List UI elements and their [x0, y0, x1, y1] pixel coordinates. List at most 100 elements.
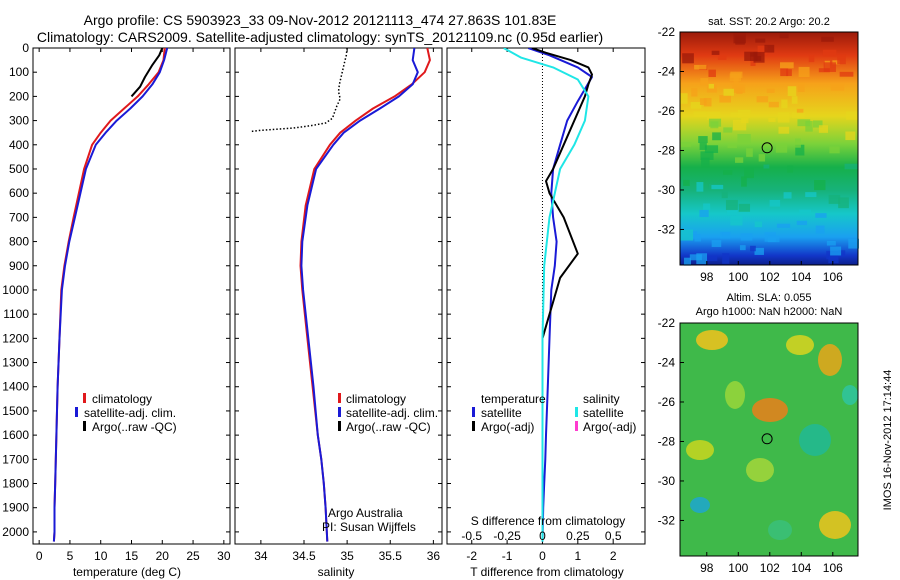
sst-texture-cell [682, 53, 694, 64]
sst-texture-cell [787, 165, 794, 173]
sst-texture-cell [844, 163, 858, 170]
sst-texture-cell [725, 199, 738, 210]
x-tick-label: 20 [156, 549, 170, 563]
sst-texture-cell [701, 157, 710, 168]
sst-texture-cell [698, 136, 708, 143]
depth-tick-label: 800 [9, 235, 29, 249]
sst-texture-cell [683, 257, 692, 266]
credit-pi: PI: Susan Wijffels [322, 520, 416, 534]
legend-swatch-satellite [338, 407, 341, 417]
sst-texture-cell [711, 184, 724, 190]
sst-texture-cell [699, 98, 707, 105]
sst-texture-cell [707, 111, 721, 121]
sst-texture-cell [754, 247, 764, 255]
sst-texture-cell [711, 240, 722, 247]
sst-texture-cell [830, 83, 845, 91]
series-line-satellite-adj-clim- [300, 48, 419, 542]
lat-tick-label: -22 [658, 25, 676, 39]
sla-lat-ticks: -22 -24 -26 -28 -30 -32 [658, 316, 684, 527]
sst-texture-cell [755, 38, 766, 43]
sst-texture-cell [683, 179, 690, 186]
x-tick-label: 15 [125, 549, 139, 563]
sst-texture-cell [750, 56, 756, 66]
sst-texture-cell [837, 54, 846, 65]
sst-texture-cell [731, 84, 746, 93]
legend-label-argo: Argo(..raw -QC) [92, 420, 177, 434]
depth-tick-label: 1700 [2, 452, 29, 466]
legend-swatch-climatology [83, 393, 86, 403]
credit-org: Argo Australia [328, 506, 403, 520]
depth-axis: 0 100 200 300 400 500 600 700 800 900 1000 1100 1200… [2, 41, 645, 539]
sst-texture-cell [763, 164, 770, 169]
sst-texture-cell [733, 32, 746, 44]
sst-texture-cell [723, 88, 734, 96]
sst-texture-cell [786, 69, 792, 77]
sst-texture-cell [822, 49, 837, 57]
legend-swatch-sal-satellite [575, 407, 578, 417]
sst-texture-cell [739, 245, 746, 251]
x-tick-label: 1 [574, 549, 581, 563]
sla-anomaly-patch [768, 520, 792, 540]
lat-tick-label: -32 [658, 222, 676, 236]
s-tick-label: -0.25 [493, 529, 521, 543]
sst-texture-cell [712, 132, 721, 141]
sst-texture-cell [798, 66, 810, 77]
sst-texture-cell [845, 131, 856, 141]
sst-texture-cell [706, 255, 718, 262]
legend-swatch-argo [83, 421, 86, 431]
sst-texture-cell [796, 220, 808, 226]
sst-texture-cell [694, 64, 707, 70]
lon-tick-label: 102 [760, 270, 780, 284]
float-position-marker [761, 142, 773, 154]
sst-texture-cell [723, 127, 733, 133]
lon-tick-label: 98 [700, 270, 714, 284]
sst-texture-cell [791, 96, 798, 104]
sla-anomaly-patch [746, 458, 774, 482]
x-tick-label: 34.5 [292, 549, 316, 563]
sla-anomaly-patch [686, 440, 714, 460]
sst-texture-cell [746, 148, 753, 157]
sst-texture-cell [799, 209, 812, 215]
sst-texture-cell [848, 238, 860, 249]
legend-swatch-sal-argo [575, 421, 578, 431]
panel-series-group [52, 48, 169, 542]
sst-texture [680, 32, 860, 266]
sst-texture-cell [741, 176, 747, 187]
depth-tick-label: 1800 [2, 477, 29, 491]
x-tick-label: 30 [217, 549, 231, 563]
sst-texture-cell [808, 55, 815, 63]
depth-tick-label: 200 [9, 89, 29, 103]
sst-texture-cell [832, 60, 840, 65]
depth-tick-label: 0 [22, 41, 29, 55]
sst-texture-cell [795, 144, 805, 156]
sst-texture-cell [797, 119, 811, 127]
x-tick-label: 0 [539, 549, 546, 563]
sst-texture-cell [823, 62, 836, 72]
legend-label-temp-argo: Argo(-adj) [481, 420, 534, 434]
sst-texture-cell [821, 36, 834, 42]
x-tick-label: 2 [610, 549, 617, 563]
depth-tick-label: 1200 [2, 331, 29, 345]
sst-texture-cell [721, 191, 728, 199]
salinity-xlabel: salinity [318, 565, 355, 579]
sla-map-title-1: Altim. SLA: 0.055 [727, 292, 812, 304]
sst-texture-cell [723, 170, 733, 175]
lon-tick-label: 98 [700, 561, 714, 575]
depth-tick-label: 1900 [2, 501, 29, 515]
sst-texture-cell [838, 197, 849, 209]
sst-texture-cell [779, 33, 789, 39]
x-tick-label: 10 [94, 549, 108, 563]
sst-texture-cell [732, 119, 747, 131]
lat-tick-label: -28 [658, 143, 676, 157]
difference-panel [446, 47, 646, 545]
sst-texture-cell [690, 102, 702, 109]
sst-texture-cell [730, 216, 743, 226]
sst-texture-cell [846, 111, 859, 120]
difference-xlabel: T difference from climatology [470, 565, 624, 579]
lat-tick-label: -24 [658, 355, 676, 369]
s-tick-label: 0 [539, 529, 546, 543]
sst-texture-cell [711, 50, 720, 55]
timestamp: IMOS 16-Nov-2012 17:14:44 [882, 370, 894, 511]
sst-texture-cell [703, 97, 712, 107]
sla-anomaly-patch [752, 398, 788, 422]
